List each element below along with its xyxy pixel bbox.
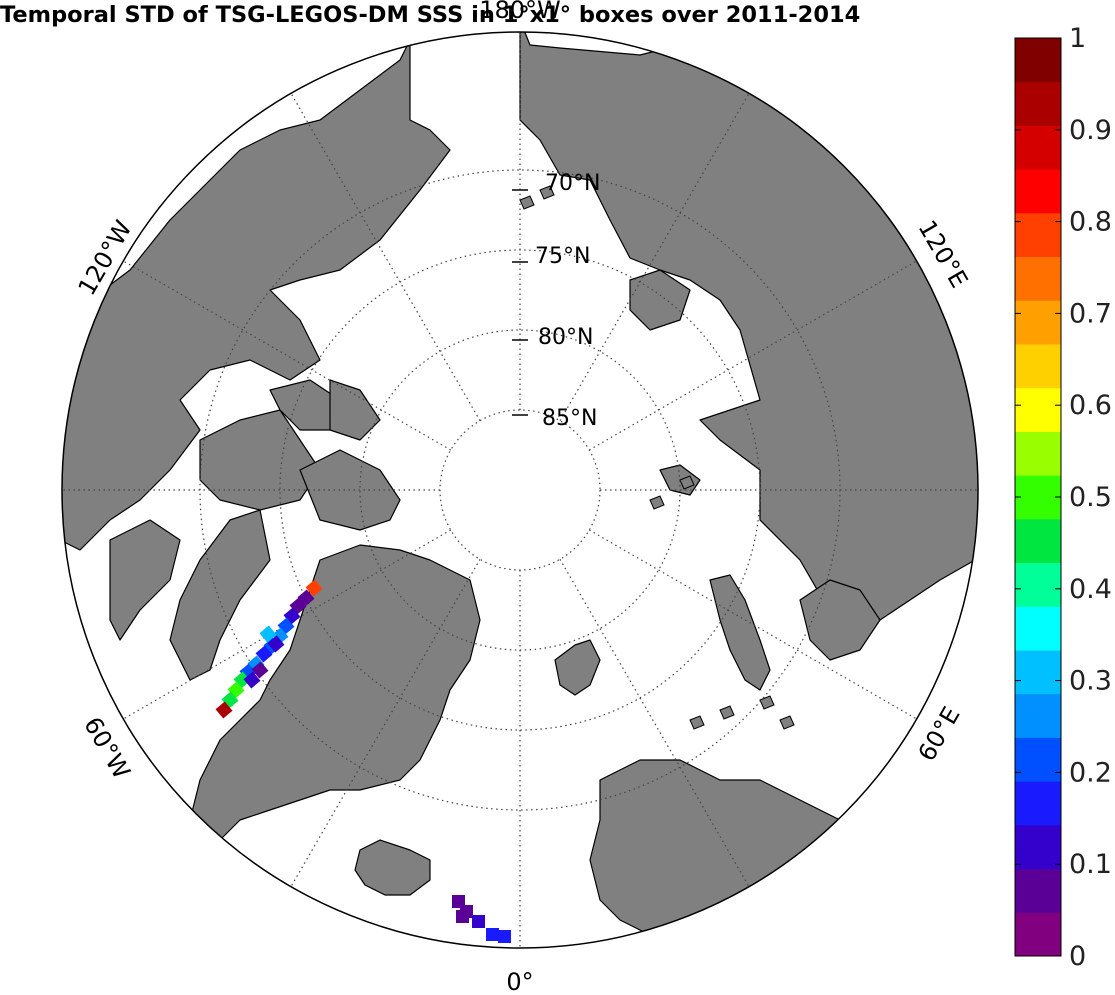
colorbar-segment bbox=[1015, 562, 1061, 607]
data-cell bbox=[251, 661, 269, 679]
lat-label-75: 75°N bbox=[535, 244, 590, 269]
colorbar-segment bbox=[1015, 38, 1061, 83]
colorbar-tick-label: 0.5 bbox=[1069, 482, 1112, 513]
colorbar-ticks: 0 0.1 0.2 0.3 0.4 0.5 0.6 0.7 0.8 0.9 1 bbox=[1015, 23, 1112, 972]
data-cell bbox=[255, 645, 273, 663]
data-cell bbox=[267, 635, 285, 653]
colorbar-segment bbox=[1015, 212, 1061, 258]
landmass bbox=[554, 639, 601, 696]
colorbar-segment bbox=[1015, 737, 1061, 782]
island bbox=[539, 185, 555, 200]
data-cell bbox=[486, 928, 499, 941]
landmass bbox=[354, 839, 431, 896]
colorbar-segment bbox=[1015, 81, 1061, 126]
colorbar-segment bbox=[1015, 912, 1061, 957]
colorbar-tick-label: 0.6 bbox=[1069, 390, 1112, 421]
meridian-line bbox=[559, 558, 751, 889]
data-cell bbox=[305, 579, 323, 597]
colorbar-tick-label: 0 bbox=[1069, 941, 1086, 972]
colorbar-tick-label: 0.2 bbox=[1069, 757, 1112, 788]
landmass bbox=[329, 379, 381, 441]
meridian-line bbox=[588, 529, 919, 721]
colorbar-segment bbox=[1015, 125, 1061, 170]
landmass bbox=[629, 269, 691, 331]
landmass bbox=[169, 509, 271, 681]
island bbox=[719, 705, 735, 720]
colorbar-tick-label: 0.4 bbox=[1069, 574, 1112, 605]
colorbar-segment bbox=[1015, 475, 1061, 520]
data-cell bbox=[472, 915, 485, 928]
island bbox=[679, 475, 695, 490]
colorbar-tick-label: 0.8 bbox=[1069, 207, 1112, 238]
island bbox=[649, 495, 665, 510]
data-cell bbox=[452, 895, 465, 908]
colorbar-tick-label: 0.3 bbox=[1069, 666, 1112, 697]
meridian-line bbox=[121, 259, 452, 451]
graticule bbox=[62, 32, 978, 948]
colorbar-segment bbox=[1015, 693, 1061, 738]
colorbar-segment bbox=[1015, 300, 1061, 345]
landmass bbox=[109, 519, 181, 641]
meridian-line bbox=[588, 259, 919, 451]
lat-label-80: 80°N bbox=[538, 325, 593, 350]
colorbar-segment bbox=[1015, 518, 1061, 564]
colorbar-gradient bbox=[1015, 38, 1061, 957]
colorbar-segment bbox=[1015, 431, 1061, 476]
colorbar-tick-label: 1 bbox=[1069, 23, 1086, 54]
data-cell bbox=[456, 910, 469, 923]
colorbar-segment bbox=[1015, 256, 1061, 301]
data-cell bbox=[498, 930, 511, 943]
colorbar-segment bbox=[1015, 868, 1061, 913]
colorbar-tick-label: 0.1 bbox=[1069, 849, 1112, 880]
map-title: Temporal STD of TSG-LEGOS-DM SSS in 1°x1… bbox=[0, 2, 861, 28]
colorbar-segment bbox=[1015, 781, 1061, 826]
data-cell bbox=[259, 625, 277, 643]
landmass bbox=[189, 544, 481, 861]
colorbar-tick-label: 0.9 bbox=[1069, 115, 1112, 146]
colorbar-segment bbox=[1015, 824, 1061, 870]
colorbar: 0 0.1 0.2 0.3 0.4 0.5 0.6 0.7 0.8 0.9 1 bbox=[1014, 23, 1112, 972]
colorbar-segment bbox=[1015, 344, 1061, 389]
landmass bbox=[709, 574, 771, 691]
landmass bbox=[62, 39, 451, 551]
island bbox=[519, 195, 535, 210]
data-cell bbox=[243, 671, 261, 689]
colorbar-segment bbox=[1015, 650, 1061, 695]
colorbar-segment bbox=[1015, 169, 1061, 214]
colorbar-tick-label: 0.7 bbox=[1069, 298, 1112, 329]
island bbox=[689, 715, 705, 730]
lon-label-180w: 180°W bbox=[479, 0, 561, 24]
map-boundary bbox=[61, 31, 979, 949]
lat-label-70: 70°N bbox=[545, 171, 600, 196]
data-cells bbox=[215, 579, 511, 943]
island bbox=[759, 695, 775, 710]
lat-label-85: 85°N bbox=[542, 406, 597, 431]
data-cell bbox=[215, 701, 233, 719]
lon-label-0: 0° bbox=[506, 968, 533, 995]
colorbar-segment bbox=[1015, 387, 1061, 432]
colorbar-segment bbox=[1015, 606, 1061, 651]
meridian-line bbox=[289, 558, 481, 889]
landmass bbox=[799, 579, 881, 661]
island bbox=[779, 715, 795, 730]
